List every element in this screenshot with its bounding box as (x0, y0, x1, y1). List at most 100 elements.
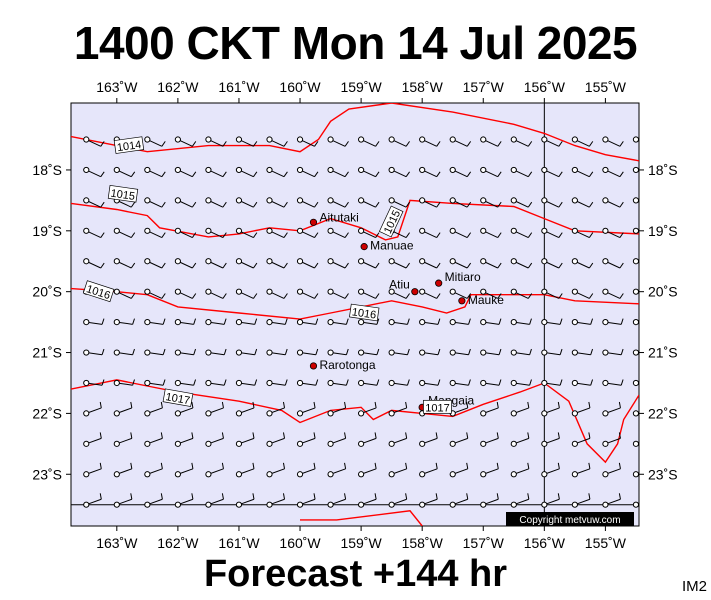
lon-tick-label-bottom: 159˚W (340, 535, 382, 551)
wind-barb (144, 166, 166, 178)
wind-barb (358, 136, 380, 147)
wind-barb (388, 318, 410, 326)
wind-barb (602, 348, 624, 356)
lat-tick-label-right: 21˚S (648, 345, 678, 361)
wind-barb (113, 379, 135, 387)
wind-barb (358, 258, 380, 269)
wind-barb (480, 197, 502, 208)
wind-barb (205, 493, 224, 508)
isobar-label: 1017 (423, 399, 452, 414)
wind-barb (235, 493, 255, 508)
island-name: Rarotonga (319, 358, 375, 372)
isobar-value: 1015 (110, 188, 136, 203)
isobar-line (71, 199, 639, 241)
wind-barb (571, 432, 591, 447)
wind-barb (83, 462, 102, 478)
wind-barb (419, 318, 441, 326)
wind-barb (266, 258, 288, 269)
wind-barb (235, 197, 258, 208)
wind-barb (174, 379, 197, 387)
wind-barb (541, 432, 560, 447)
wind-barb (266, 462, 286, 478)
island-marker: Mauke (458, 293, 504, 307)
wind-barb (144, 348, 166, 356)
island-dot (309, 362, 318, 370)
wind-barb (419, 493, 438, 508)
lat-tick-label-left: 21˚S (32, 345, 62, 361)
wind-barb (510, 493, 530, 508)
wind-barb (296, 288, 319, 299)
island-name: Mitiaro (445, 270, 481, 284)
wind-barb (174, 318, 197, 326)
lon-tick-label-top: 158˚W (402, 79, 444, 95)
wind-barb (235, 379, 258, 387)
island-marker: Manuae (360, 239, 414, 253)
wind-barb (358, 197, 380, 208)
island-marker: Rarotonga (309, 358, 376, 372)
wind-barb (602, 493, 621, 508)
lat-tick-label-right: 19˚S (648, 223, 678, 239)
wind-barb (327, 432, 347, 447)
wind-barb (480, 379, 502, 387)
island-dot (435, 279, 443, 287)
wind-barb (419, 227, 441, 239)
wind-barb (510, 318, 532, 326)
island-name: Manuae (370, 239, 414, 253)
lon-tick-label-top: 159˚W (340, 79, 382, 95)
wind-barb (571, 166, 594, 178)
wind-barb (632, 410, 639, 417)
wind-barb (327, 166, 349, 178)
wind-barb (632, 136, 639, 143)
wind-barb (327, 136, 349, 147)
lon-tick-label-bottom: 158˚W (402, 535, 444, 551)
isobar-line (71, 379, 639, 464)
wind-barb (296, 318, 319, 326)
wind-barb (602, 432, 621, 447)
wind-barb (419, 348, 441, 356)
wind-barb (83, 136, 105, 147)
wind-barb (419, 379, 441, 387)
wind-barb (174, 462, 194, 478)
wind-barb (174, 432, 194, 447)
wind-barb (327, 318, 349, 326)
wind-barb (480, 493, 499, 508)
wind-barb (235, 462, 255, 478)
island-marker: Mitiaro (435, 270, 481, 287)
wind-barb (449, 462, 469, 478)
lon-tick-label-bottom: 155˚W (585, 535, 627, 551)
wind-barb (235, 166, 258, 178)
wind-barb (541, 166, 563, 178)
wind-barb (388, 258, 410, 269)
wind-barb (113, 258, 136, 269)
island-name: Aitutaki (319, 210, 358, 224)
wind-barb (113, 432, 133, 447)
wind-barb (205, 166, 227, 178)
wind-barb (449, 197, 472, 208)
wind-barb (602, 379, 624, 387)
isobar-layer (71, 103, 639, 526)
island-marker: Aitutaki (309, 210, 359, 226)
wind-barb (632, 166, 639, 174)
wind-barb (602, 227, 624, 239)
wind-barb (449, 227, 472, 239)
lat-tick-label-left: 18˚S (32, 162, 62, 178)
lon-tick-label-top: 161˚W (218, 79, 260, 95)
island-dot (309, 218, 318, 226)
wind-barb (480, 258, 502, 269)
wind-barb (419, 136, 441, 147)
copyright-badge: Copyright metvuw.com (506, 512, 634, 526)
wind-barb (327, 379, 349, 387)
wind-barb (235, 136, 258, 147)
wind-barb (174, 401, 194, 417)
isobar-value: 1017 (165, 391, 191, 407)
wind-barb (266, 432, 286, 447)
wind-barb (449, 493, 469, 508)
wind-barb (266, 348, 288, 356)
wind-barb (174, 136, 197, 147)
isobar-label: 1014 (113, 136, 145, 154)
wind-barb (449, 318, 471, 326)
wind-barb (449, 379, 471, 387)
wind-barb (541, 318, 563, 326)
wind-barb (541, 401, 560, 417)
